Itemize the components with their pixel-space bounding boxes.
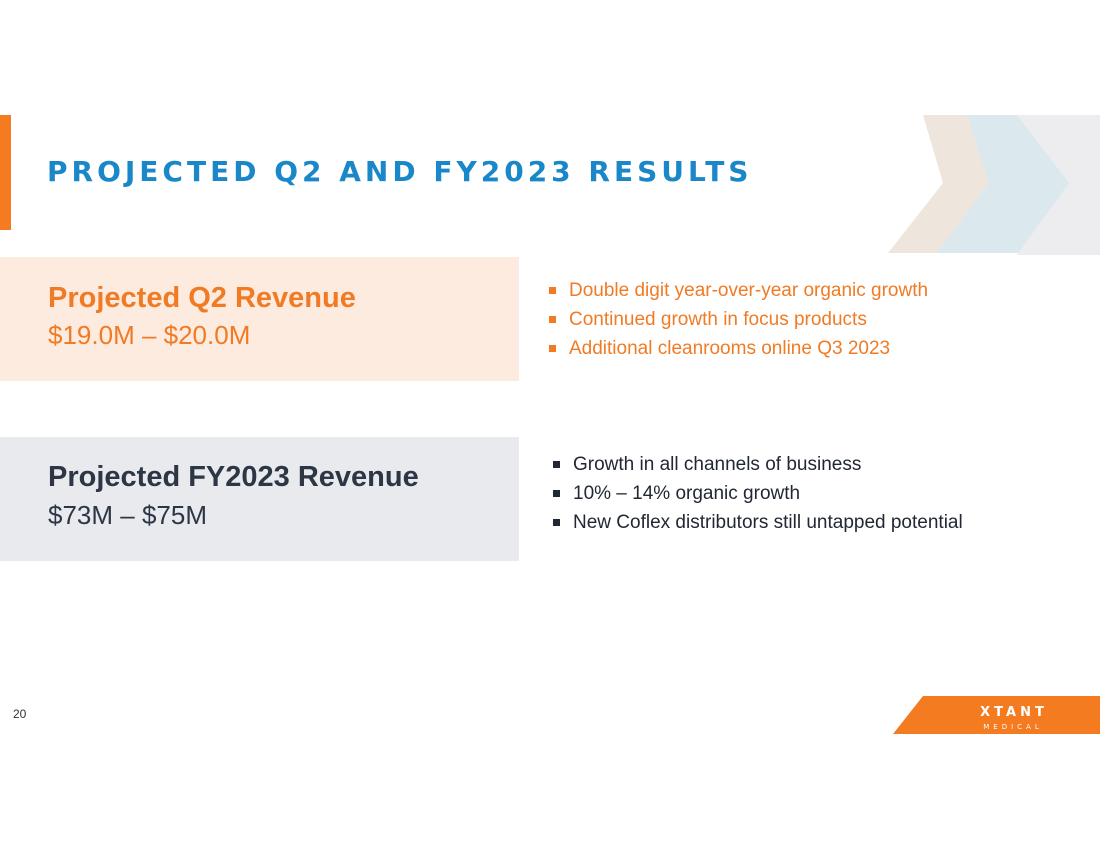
title-accent-bar — [0, 115, 11, 230]
fy2023-revenue-value: $73M – $75M — [48, 500, 207, 530]
q2-revenue-value: $19.0M – $20.0M — [48, 320, 251, 350]
q2-bullet-list: Double digit year-over-year organic grow… — [549, 276, 928, 363]
list-item: Growth in all channels of business — [553, 450, 963, 479]
list-item: New Coflex distributors still untapped p… — [553, 508, 963, 537]
list-item: 10% – 14% organic growth — [553, 479, 963, 508]
fy2023-revenue-heading: Projected FY2023 Revenue — [48, 461, 419, 493]
logo-subtitle: MEDICAL — [983, 723, 1043, 731]
xtant-medical-logo: XTANT MEDICAL — [893, 696, 1100, 734]
q2-revenue-panel: Projected Q2 Revenue $19.0M – $20.0M — [0, 257, 519, 381]
list-item: Additional cleanrooms online Q3 2023 — [549, 334, 928, 363]
fy2023-bullet-list: Growth in all channels of business 10% –… — [553, 450, 963, 537]
page-number: 20 — [13, 707, 27, 721]
list-item: Continued growth in focus products — [549, 305, 928, 334]
fy2023-revenue-panel: Projected FY2023 Revenue $73M – $75M — [0, 437, 519, 561]
slide-title: PROJECTED Q2 AND FY2023 RESULTS — [47, 155, 753, 188]
q2-revenue-heading: Projected Q2 Revenue — [48, 282, 356, 314]
chevron-decoration — [888, 115, 1100, 255]
list-item: Double digit year-over-year organic grow… — [549, 276, 928, 305]
logo-wordmark: XTANT — [980, 705, 1048, 720]
